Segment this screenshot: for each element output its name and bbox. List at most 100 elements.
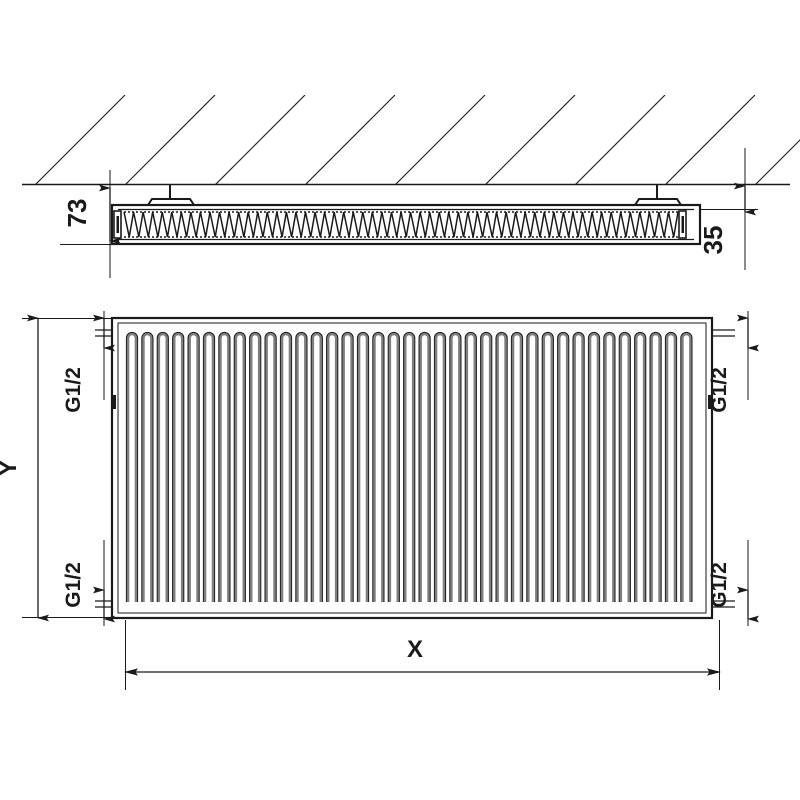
vertical-fin-outline xyxy=(634,331,647,602)
vertical-fin-outline xyxy=(187,331,200,602)
vertical-fin xyxy=(681,332,692,602)
g12-label-top-right: G1/2 xyxy=(708,367,731,413)
g12-dimension-bottom-right: G1/2 xyxy=(708,540,759,626)
vertical-fin-outline xyxy=(295,331,308,602)
vertical-fin xyxy=(265,332,276,602)
g12-label-top-left: G1/2 xyxy=(62,367,85,413)
vertical-fin xyxy=(388,332,400,602)
vertical-fin-outline xyxy=(418,331,431,602)
vertical-fin xyxy=(650,332,661,602)
vertical-fin xyxy=(188,332,199,602)
vertical-fin-outline xyxy=(387,331,400,602)
vertical-fin xyxy=(573,332,584,602)
vertical-fin xyxy=(157,332,169,602)
vertical-fin xyxy=(203,332,215,602)
vertical-fin-outline xyxy=(464,331,477,602)
vertical-fin xyxy=(249,332,261,602)
vertical-fin xyxy=(311,332,323,602)
vertical-fin xyxy=(126,332,138,602)
convector-fins-section xyxy=(123,211,679,238)
vertical-fin-outline xyxy=(403,331,416,602)
vertical-fin-outline xyxy=(233,331,246,602)
side-valve-mark-left xyxy=(113,395,116,409)
vertical-fin-outline xyxy=(680,331,693,602)
vertical-fin-outline xyxy=(587,331,601,602)
vertical-fin xyxy=(357,332,369,602)
vertical-fin-outline xyxy=(495,331,508,602)
vertical-fin xyxy=(326,332,338,602)
g12-dimension-bottom-left: G1/2 xyxy=(62,540,115,626)
vertical-fin-outline xyxy=(326,331,339,602)
height-dimension-label: Y xyxy=(0,460,22,476)
wall-gap-dimension-35: 35 xyxy=(698,148,758,270)
vertical-fin-outline xyxy=(341,331,354,602)
section-end-cap-right xyxy=(678,210,687,239)
depth-dimension-label: 73 xyxy=(62,199,92,228)
vertical-fin xyxy=(280,332,292,602)
g12-label-bottom-right: G1/2 xyxy=(708,562,731,608)
vertical-fin xyxy=(234,332,246,602)
vertical-fin xyxy=(434,332,446,602)
vertical-fin-outline xyxy=(310,331,323,602)
height-dimension-y: Y xyxy=(0,314,112,622)
section-body-outline xyxy=(110,203,702,246)
vertical-fin xyxy=(496,332,507,602)
vertical-fin-outline xyxy=(603,331,616,602)
g12-dimension-top-right: G1/2 xyxy=(708,311,759,413)
vertical-fin-outline xyxy=(449,331,462,602)
vertical-fin-outline xyxy=(125,331,139,602)
vertical-fin xyxy=(465,332,477,602)
connection-stub-top-right xyxy=(711,329,735,337)
vertical-fin-outline xyxy=(510,331,524,602)
wall-gap-dimension-label: 35 xyxy=(698,226,728,255)
vertical-fin xyxy=(542,332,554,602)
vertical-fin xyxy=(342,332,353,602)
vertical-fin xyxy=(665,332,677,602)
vertical-fin xyxy=(480,332,492,602)
vertical-fin-outline xyxy=(264,331,277,602)
vertical-fin-outline xyxy=(649,331,662,602)
width-dimension-x: X xyxy=(124,620,721,690)
vertical-fin-outline xyxy=(372,331,385,602)
g12-label-bottom-left: G1/2 xyxy=(62,562,85,608)
vertical-fins-front xyxy=(125,331,693,602)
vertical-fin xyxy=(557,332,569,602)
vertical-fin-outline xyxy=(433,331,447,602)
vertical-fin-outline xyxy=(156,331,169,602)
vertical-fin-outline xyxy=(480,331,493,602)
width-dimension-label: X xyxy=(407,636,423,663)
vertical-fin xyxy=(619,332,631,602)
vertical-fin-outline xyxy=(572,331,585,602)
connection-stub-bottom-right xyxy=(711,600,735,608)
vertical-fin xyxy=(172,332,184,602)
convector-fin-path xyxy=(123,211,679,238)
front-view: G1/2 G1/2 G1/2 G1/2 xyxy=(0,311,759,690)
vertical-fin xyxy=(604,332,615,602)
vertical-fin xyxy=(403,332,415,602)
front-body-inner-outline xyxy=(117,322,707,614)
wall-hatching xyxy=(34,95,800,185)
vertical-fin xyxy=(142,332,153,602)
vertical-fin xyxy=(296,332,307,602)
vertical-fin-outline xyxy=(141,331,154,602)
vertical-fin-outline xyxy=(557,331,570,602)
depth-dimension-73: 73 xyxy=(60,170,121,278)
g12-dimension-top-left: G1/2 xyxy=(62,311,115,413)
vertical-fin-outline xyxy=(218,331,231,602)
vertical-fin-outline xyxy=(202,331,216,602)
vertical-fin xyxy=(450,332,461,602)
vertical-fin-outline xyxy=(279,331,293,602)
vertical-fin xyxy=(373,332,384,602)
vertical-fin-outline xyxy=(541,331,554,602)
vertical-fin-outline xyxy=(526,331,539,602)
vertical-fin-outline xyxy=(618,331,631,602)
vertical-fin xyxy=(634,332,646,602)
vertical-fin xyxy=(588,332,600,602)
vertical-fin xyxy=(527,332,538,602)
top-section-view: 73 35 xyxy=(22,95,800,278)
vertical-fin-outline xyxy=(356,331,370,602)
vertical-fin-outline xyxy=(249,331,262,602)
side-valve-mark-right xyxy=(708,395,711,409)
